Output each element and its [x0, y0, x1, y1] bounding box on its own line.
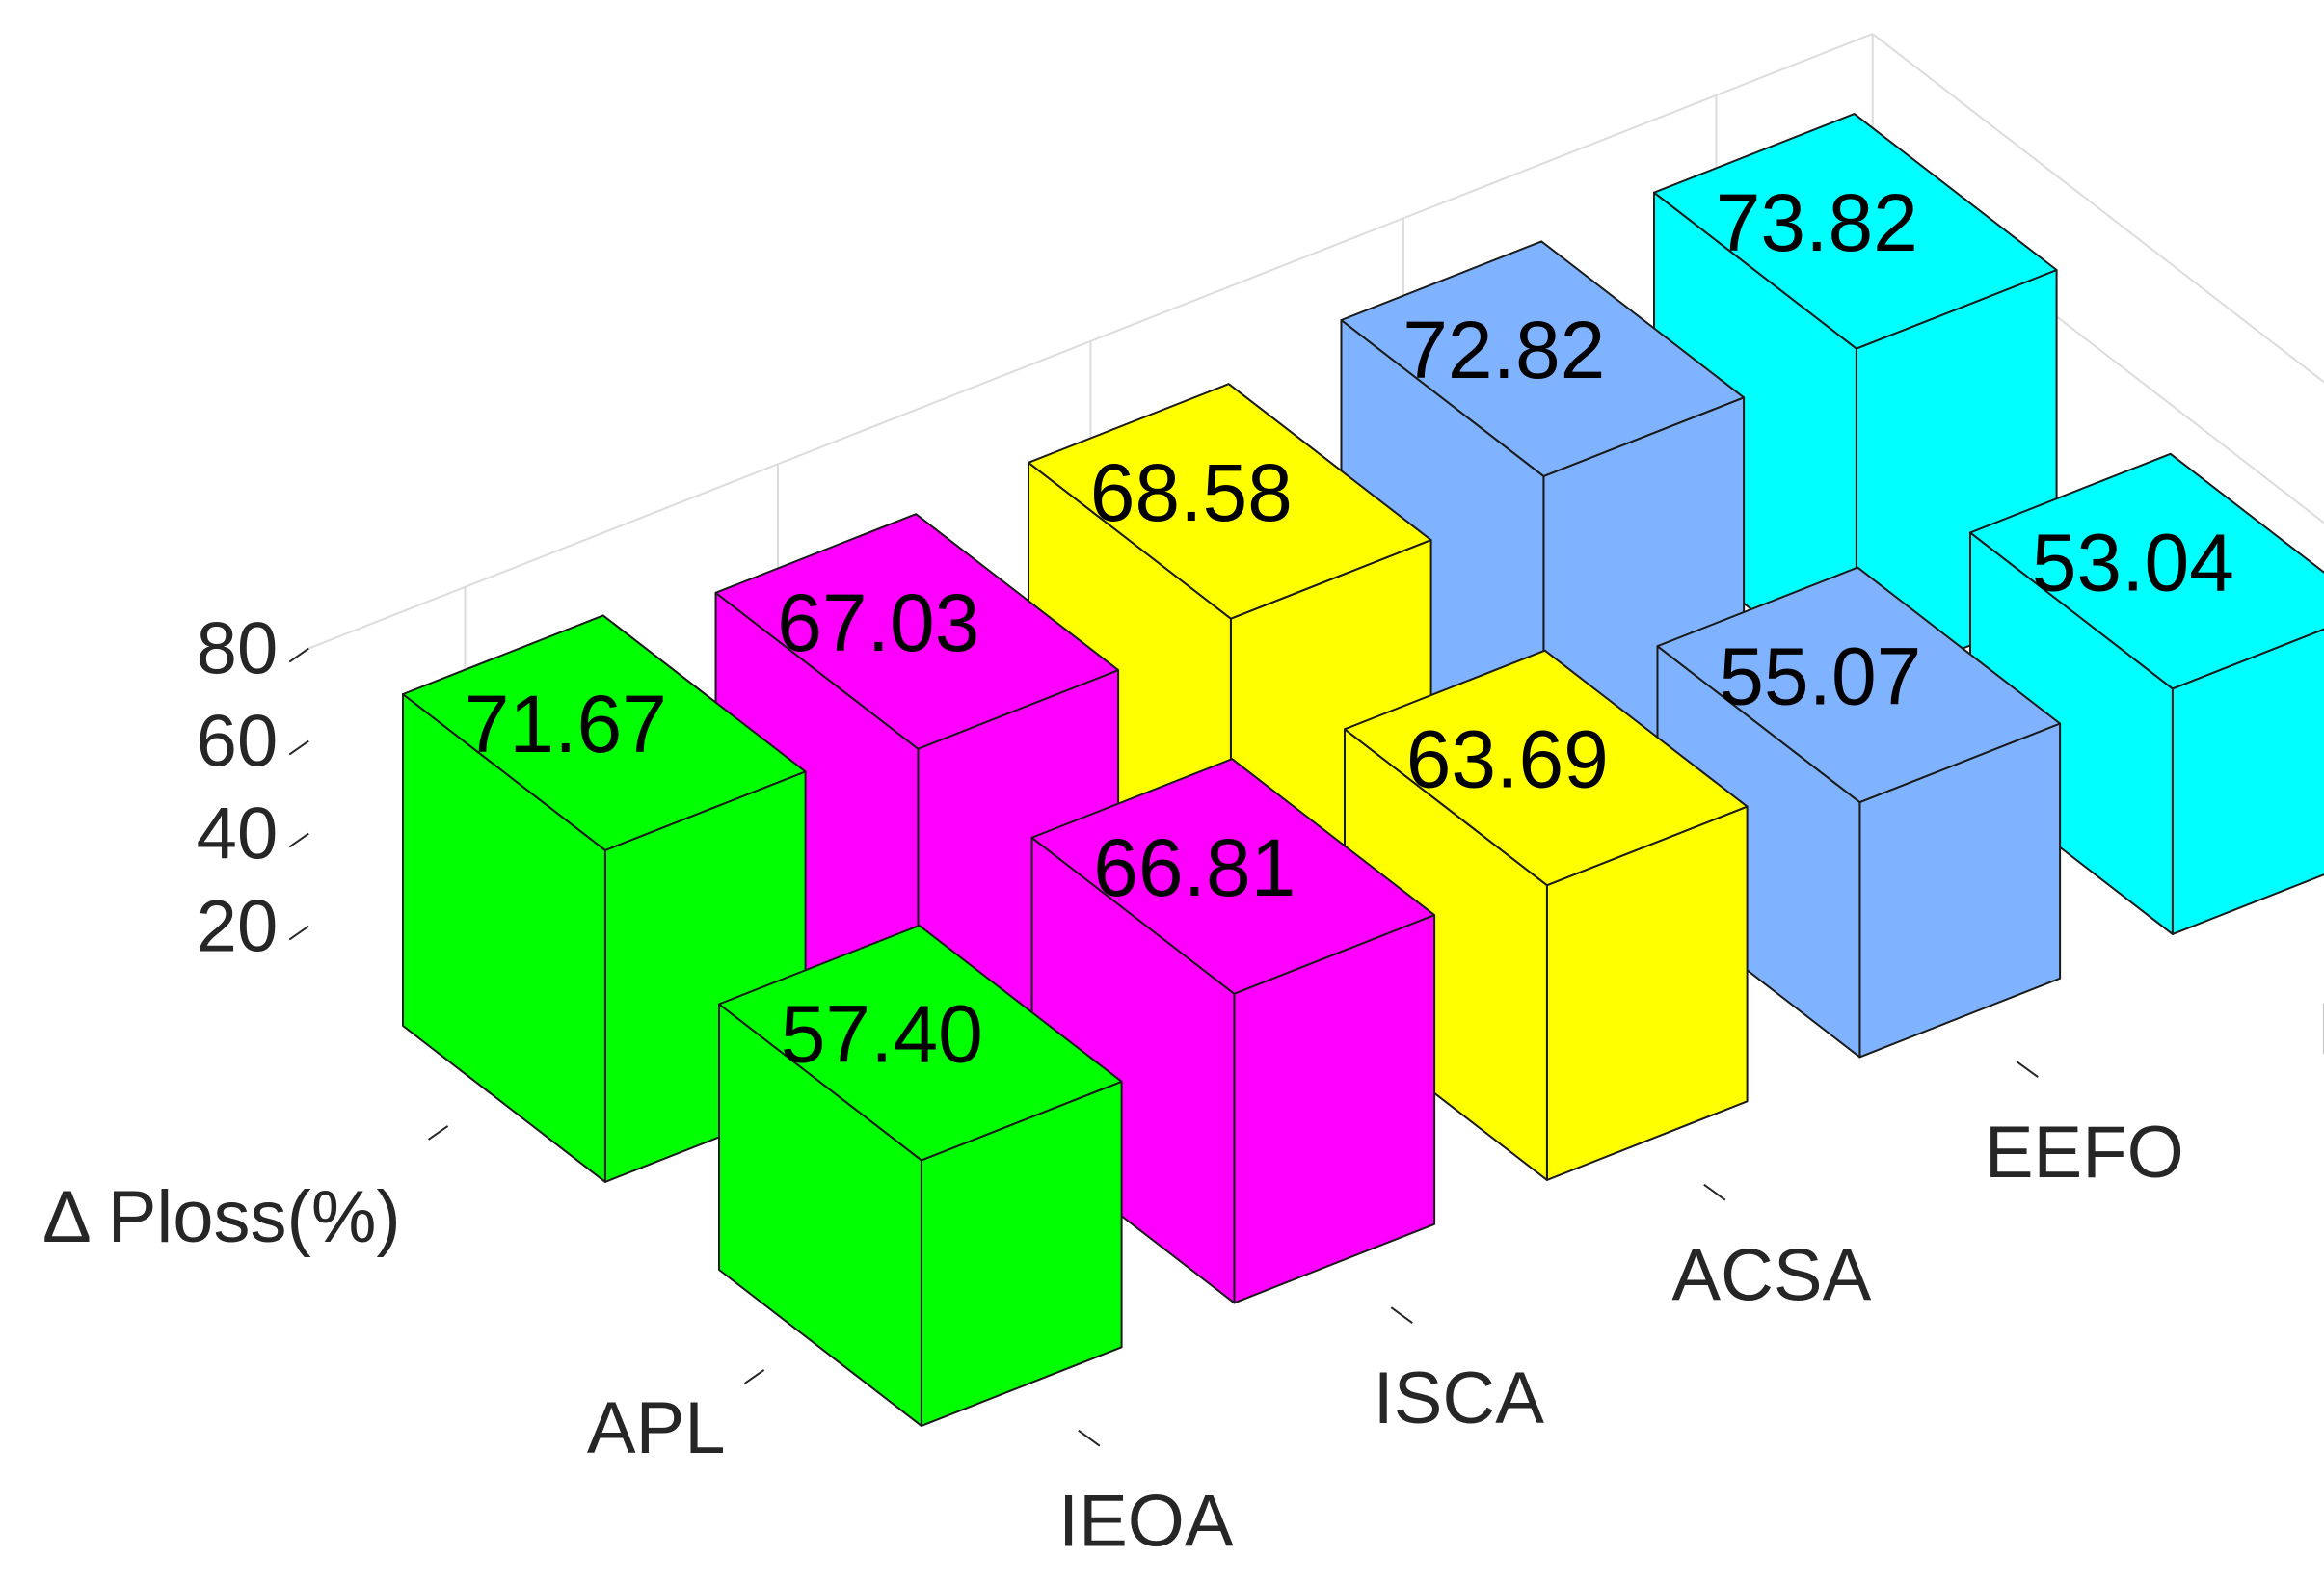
z-tick-label: 60	[197, 701, 279, 783]
bar-top-face	[1656, 566, 2062, 804]
bar-value-label: 71.67	[465, 679, 667, 769]
bar-value-label: 68.58	[1090, 447, 1293, 538]
bar-top-face	[1028, 383, 1432, 620]
data-labels: 73.82 72.82 68.58 67.03 71.67 53.04 55.07 63.69…	[465, 177, 2234, 1080]
bar-value-label: 67.03	[777, 578, 979, 668]
z-tick-label: 20	[197, 886, 279, 968]
z-tick-mark	[288, 925, 309, 941]
y-tick-mark	[743, 1369, 765, 1384]
bar-top-face	[1969, 452, 2324, 690]
bar	[1344, 649, 1749, 1181]
bar-value-label: 63.69	[1406, 713, 1609, 804]
z-tick-mark	[288, 647, 309, 663]
bar-top-face	[1653, 113, 2058, 350]
bar-top-face	[714, 513, 1120, 750]
x-tick-mark	[1078, 1429, 1101, 1447]
bar-value-label: 72.82	[1402, 305, 1605, 395]
grid-line-side	[1872, 33, 2324, 384]
bar	[1656, 566, 2062, 1059]
x-tick-mark	[2016, 1061, 2039, 1078]
z-tick-label: 40	[197, 793, 279, 875]
x-tick-label: EEFO	[1985, 1112, 2184, 1194]
bar	[718, 924, 1123, 1427]
z-tick-mark	[288, 832, 309, 848]
bar	[402, 614, 807, 1183]
x-tick-mark	[1703, 1183, 1726, 1201]
bars	[402, 113, 2324, 1427]
y-tick-mark	[427, 1125, 449, 1141]
bar-value-label: 53.04	[2032, 518, 2234, 608]
grid-line-top	[307, 33, 1874, 650]
z-tick-mark	[288, 739, 309, 756]
x-tick-label: HOA	[2317, 989, 2324, 1071]
bar-top-face	[402, 614, 807, 851]
bar	[1030, 758, 1436, 1304]
z-tick-label: 80	[197, 608, 279, 690]
bar-top-face	[718, 924, 1123, 1162]
y-tick-label: APL	[587, 1387, 726, 1469]
bar-value-label: 57.40	[781, 989, 983, 1080]
bar-value-label: 55.07	[1719, 631, 1921, 721]
x-tick-label: ISCA	[1374, 1357, 1545, 1439]
bar-top-face	[1030, 758, 1436, 995]
x-tick-label: IEOA	[1058, 1481, 1234, 1563]
z-axis-title: Δ Ploss(%)	[42, 1176, 401, 1258]
bar-top-face	[1340, 240, 1746, 477]
bar	[1969, 452, 2324, 935]
bar-value-label: 66.81	[1093, 822, 1296, 913]
bar-top-face	[1344, 649, 1749, 887]
axes: 20 40 60 80 IEOA ISCA ACSA EEFO HOA APL Δ Ploss(%)	[42, 608, 2324, 1563]
bar-value-label: 73.82	[1716, 177, 1918, 268]
x-tick-mark	[1390, 1306, 1413, 1324]
x-tick-label: ACSA	[1671, 1235, 1871, 1317]
